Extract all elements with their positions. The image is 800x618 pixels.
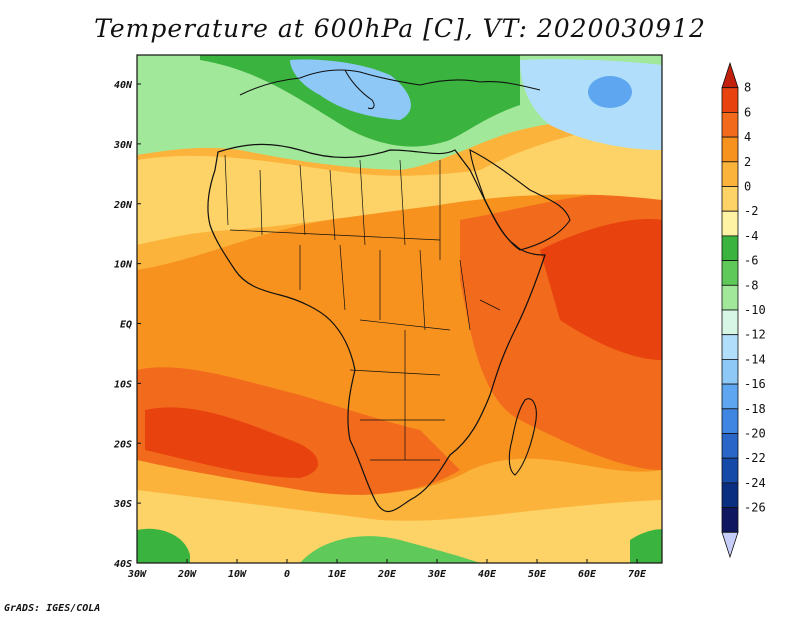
colorbar-label: -8 — [744, 278, 758, 292]
colorbar-swatch — [721, 235, 739, 261]
colorbar: 8 6 4 2 0 -2 -4 -6 -8 -10 -12 -14 -16 -18 -20 -22 -24 -26 — [721, 61, 766, 559]
grads-credit: GrADS: IGES/COLA — [4, 603, 101, 614]
lon-label: 10W — [228, 569, 247, 580]
lat-label: 30N — [113, 140, 133, 151]
colorbar-label: -2 — [744, 204, 758, 218]
colorbar-label: -16 — [744, 377, 766, 391]
lat-label: EQ — [120, 320, 132, 331]
lon-label: 50E — [528, 569, 547, 580]
sahara-region — [137, 120, 662, 245]
colorbar-label: -26 — [744, 501, 766, 515]
colorbar-swatch — [721, 112, 739, 138]
lon-label: 40E — [478, 569, 497, 580]
lat-label: 40S — [114, 559, 132, 570]
lat-label: 30S — [113, 499, 132, 510]
lon-label: 20W — [177, 569, 197, 580]
colorbar-swatch — [721, 334, 739, 360]
lon-label: 70E — [628, 569, 647, 580]
colorbar-label: 4 — [744, 130, 751, 144]
country-borders — [224, 154, 501, 461]
lon-label: 0 — [284, 569, 290, 580]
colorbar-label: 2 — [744, 155, 751, 169]
lon-label: 60E — [578, 569, 597, 580]
cold-se-pocket — [630, 529, 662, 563]
cold-south-band — [300, 536, 480, 563]
cold-south-pocket — [137, 528, 190, 563]
colorbar-swatch — [721, 383, 739, 410]
colorbar-label: -12 — [744, 328, 766, 342]
lat-label: 10N — [114, 260, 133, 271]
chart-title: Temperature at 600hPa [C], VT: 202003091… — [94, 14, 706, 43]
southern-africa-mild — [137, 490, 662, 563]
colorbar-label: -24 — [744, 476, 766, 490]
map-frame — [136, 54, 663, 564]
colorbar-swatch — [721, 531, 739, 559]
colorbar-swatch — [721, 87, 739, 113]
hottest-indian-ocean — [540, 219, 662, 360]
colorbar-label: -14 — [744, 352, 766, 366]
hottest-south-atlantic — [145, 407, 319, 478]
colorbar-swatch — [721, 161, 739, 187]
colorbar-swatch — [721, 309, 739, 336]
lon-label: 20E — [377, 569, 397, 580]
lon-label: 10E — [328, 569, 347, 580]
madagascar-coastline — [508, 398, 537, 476]
lat-label: 20S — [113, 439, 132, 450]
colorbar-label: -20 — [744, 427, 766, 441]
colorbar-label: 0 — [744, 180, 751, 194]
colorbar-swatch — [721, 260, 739, 286]
colorbar-swatch — [721, 408, 739, 434]
colorbar-label: -6 — [744, 254, 758, 268]
lon-label: 30W — [127, 569, 147, 580]
colorbar-swatch — [721, 358, 739, 385]
colorbar-label: -10 — [744, 303, 766, 317]
lon-label: 30E — [427, 569, 447, 580]
colorbar-swatch — [721, 186, 739, 212]
colorbar-swatch — [721, 457, 739, 484]
africa-coastline — [207, 143, 546, 513]
colorbar-swatch — [721, 136, 739, 163]
colorbar-swatch — [721, 507, 739, 533]
colorbar-swatch — [721, 61, 739, 89]
temperature-field — [137, 55, 662, 563]
arabia-coastline — [469, 149, 571, 251]
lat-label: 10S — [114, 379, 132, 390]
colorbar-swatch — [721, 210, 739, 237]
colorbar-label: 6 — [744, 105, 751, 119]
europe-coastline — [239, 69, 541, 96]
italy-coastline — [344, 69, 375, 109]
colorbar-swatch — [721, 482, 739, 508]
lat-label: 40N — [114, 80, 133, 91]
lat-label: 20N — [113, 200, 133, 211]
colorbar-label: -4 — [744, 229, 758, 243]
cold-core-east — [588, 76, 632, 108]
cold-mediterranean — [290, 59, 411, 120]
colorbar-label: -22 — [744, 451, 766, 465]
colorbar-label: -18 — [744, 402, 766, 416]
colorbar-swatch — [721, 284, 739, 311]
colorbar-swatch — [721, 433, 739, 459]
colorbar-label: 8 — [744, 81, 751, 95]
